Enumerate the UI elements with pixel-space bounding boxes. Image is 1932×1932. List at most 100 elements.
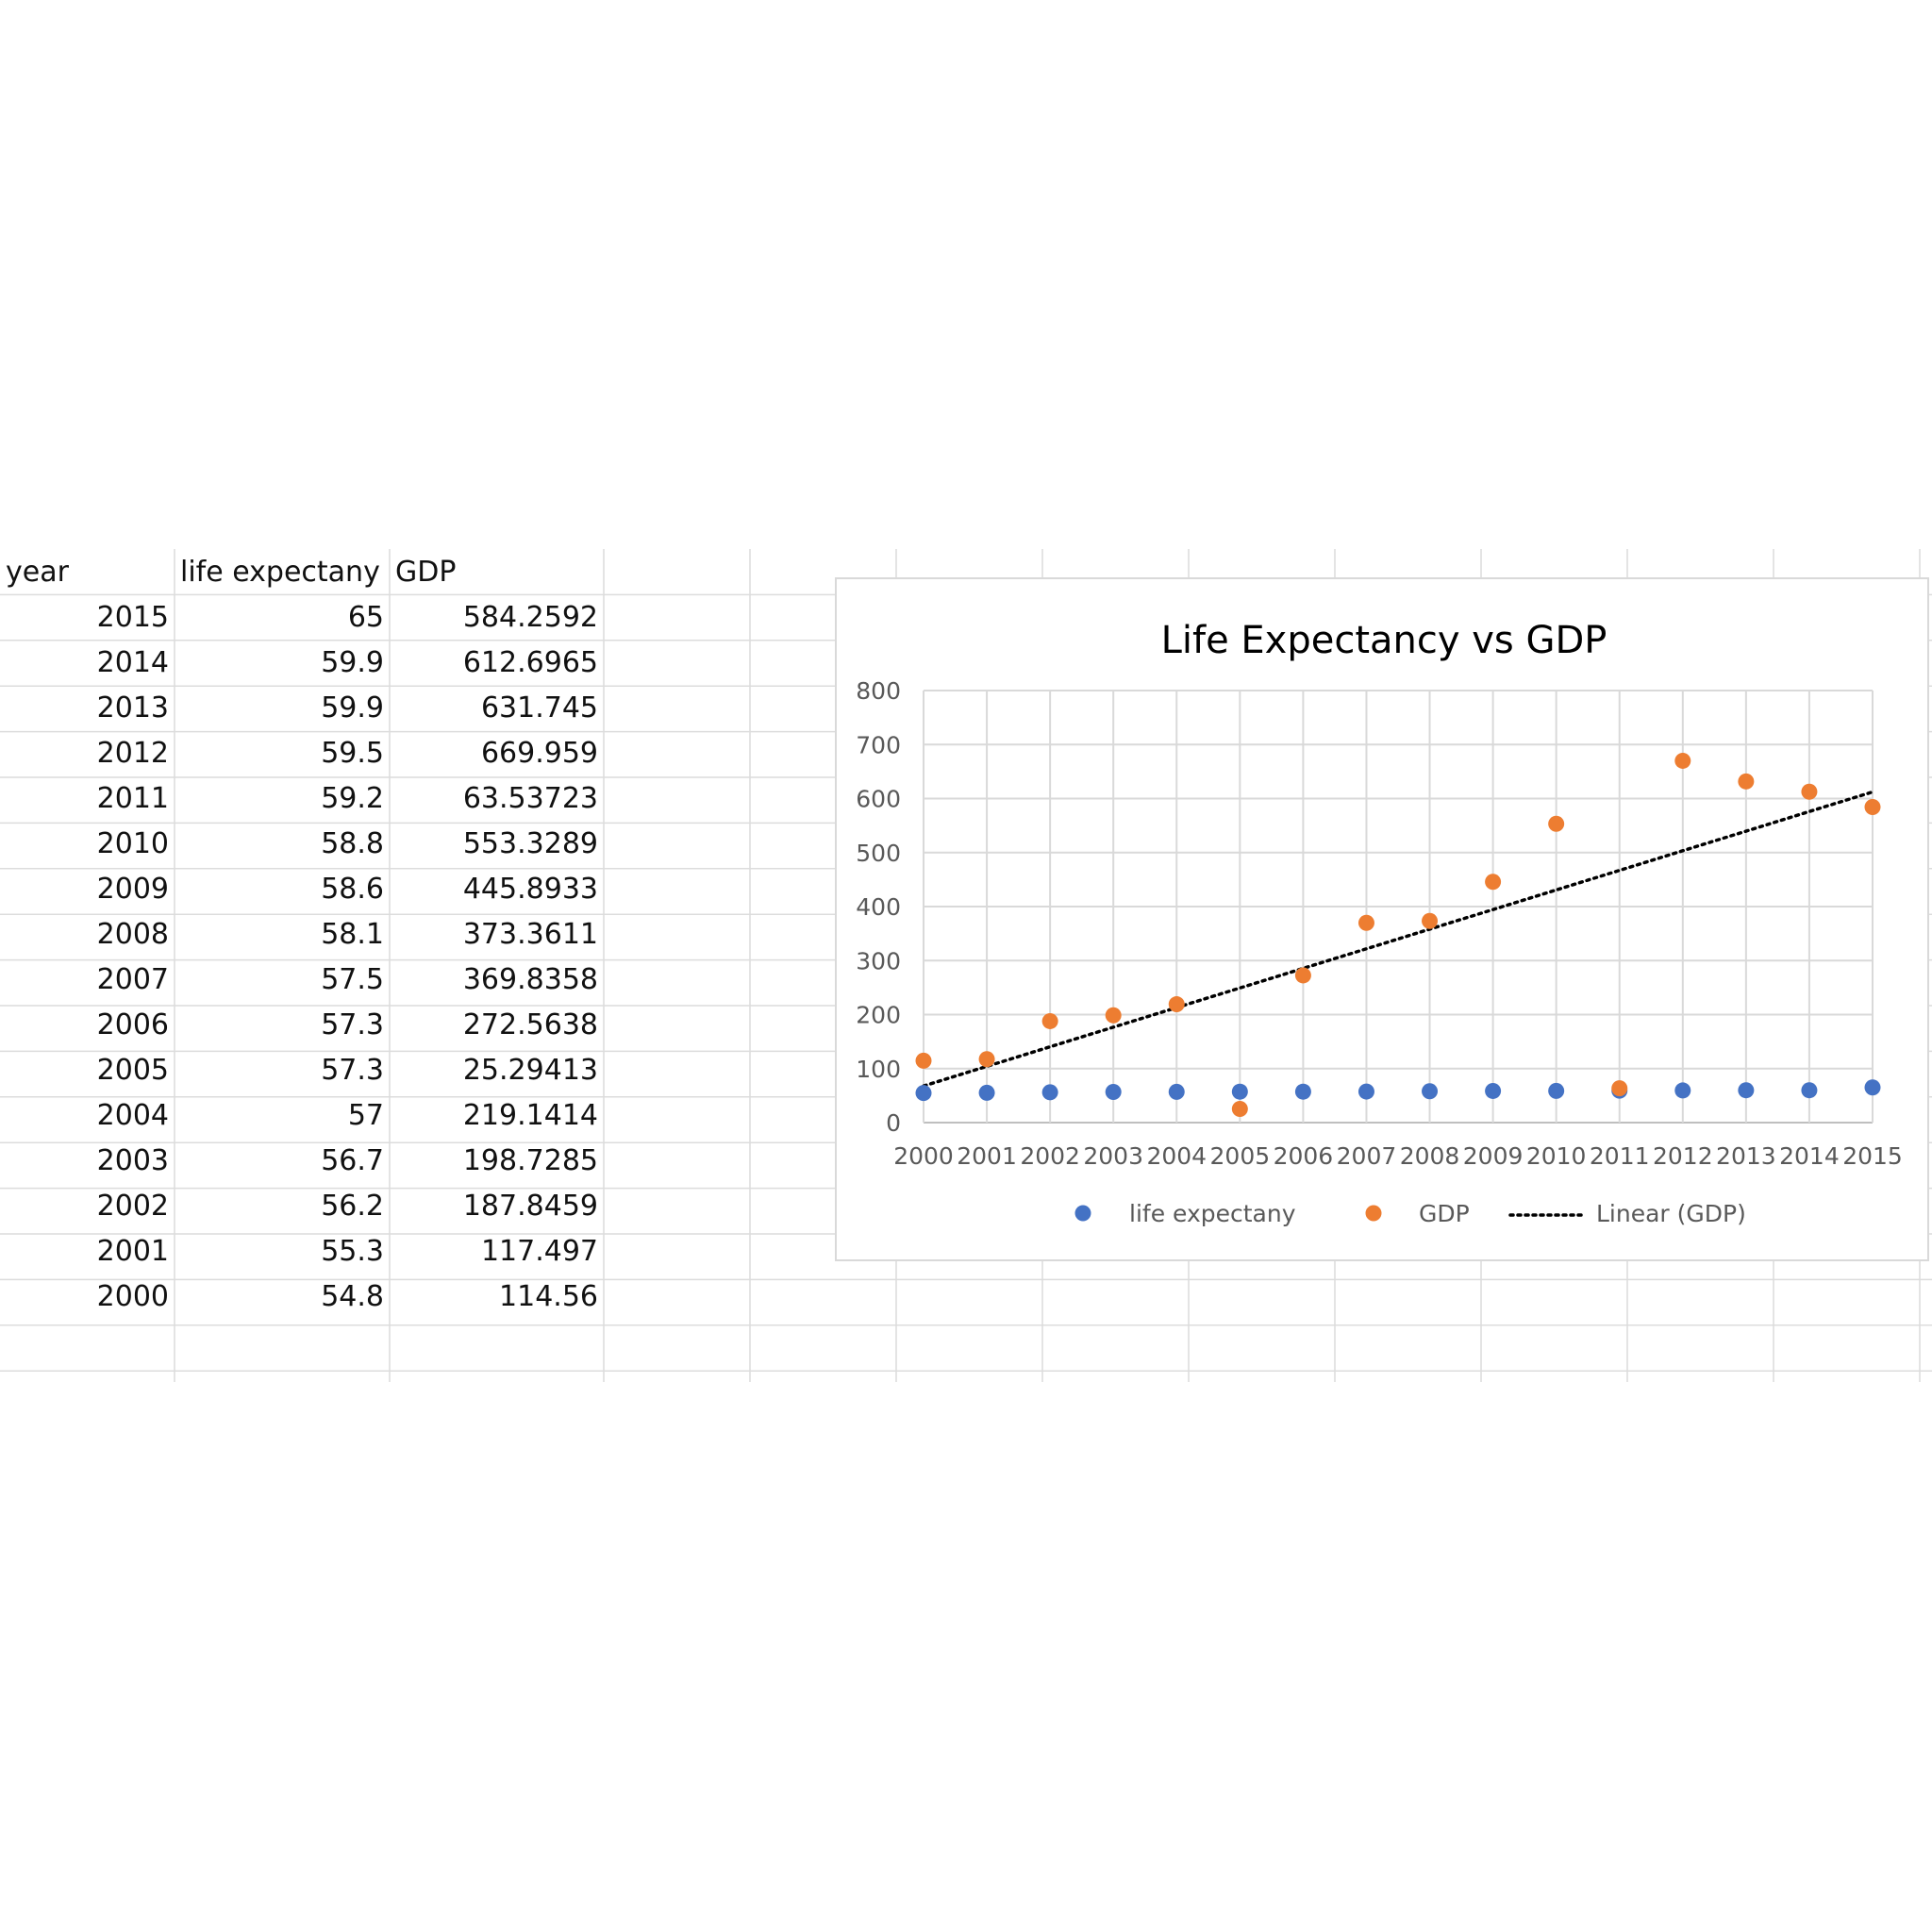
- life-expectancy-point: [1105, 1084, 1122, 1101]
- x-tick-label: 2015: [1842, 1142, 1903, 1170]
- header-life-expectancy[interactable]: life expectany: [180, 555, 380, 589]
- cell-gdp[interactable]: 369.8358: [462, 962, 598, 996]
- gdp-point: [978, 1051, 995, 1068]
- cell-life-expectancy[interactable]: 59.2: [321, 781, 384, 815]
- x-tick-label: 2004: [1146, 1142, 1207, 1170]
- legend-life-expectancy-label: life expectany: [1129, 1200, 1296, 1227]
- y-tick-label: 500: [856, 840, 901, 867]
- x-tick-label: 2013: [1716, 1142, 1776, 1170]
- cell-year[interactable]: 2001: [96, 1234, 169, 1268]
- cell-year[interactable]: 2012: [96, 736, 169, 770]
- header-year[interactable]: year: [6, 555, 69, 589]
- table-row: 2009 58.6 445.8933: [0, 866, 604, 911]
- scatter-chart: Life Expectancy vs GDP 0 100 200 300 400 500 60…: [856, 619, 1903, 1227]
- life-expectancy-point: [1294, 1083, 1311, 1100]
- x-tick-label: 2014: [1779, 1142, 1840, 1170]
- cell-year[interactable]: 2014: [96, 645, 169, 679]
- cell-year[interactable]: 2004: [96, 1098, 169, 1132]
- cell-gdp[interactable]: 631.745: [480, 691, 598, 724]
- header-gdp[interactable]: GDP: [395, 555, 457, 589]
- chart-container[interactable]: Life Expectancy vs GDP 0 100 200 300 400 500 60…: [835, 577, 1929, 1261]
- cell-life-expectancy[interactable]: 59.5: [321, 736, 384, 770]
- cell-gdp[interactable]: 669.959: [480, 736, 598, 770]
- data-table: year life expectany GDP 2015 65 584.2592 20…: [0, 549, 604, 1319]
- table-row: 2010 58.8 553.3289: [0, 821, 604, 866]
- cell-year[interactable]: 2009: [96, 872, 169, 906]
- chart-title: Life Expectancy vs GDP: [1161, 619, 1607, 662]
- cell-year[interactable]: 2006: [96, 1008, 169, 1041]
- gdp-point: [915, 1052, 932, 1069]
- x-tick-label: 2000: [893, 1142, 954, 1170]
- x-tick-label: 2008: [1400, 1142, 1460, 1170]
- cell-year[interactable]: 2011: [96, 781, 169, 815]
- life-expectancy-point: [1864, 1079, 1881, 1096]
- cell-life-expectancy[interactable]: 58.1: [321, 917, 384, 951]
- life-expectancy-point: [1485, 1082, 1502, 1099]
- cell-year[interactable]: 2008: [96, 917, 169, 951]
- cell-life-expectancy[interactable]: 56.2: [321, 1189, 384, 1223]
- cell-gdp[interactable]: 219.1414: [462, 1098, 598, 1132]
- cell-gdp[interactable]: 63.53723: [462, 781, 598, 815]
- cell-gdp[interactable]: 187.8459: [462, 1189, 598, 1223]
- y-tick-label: 200: [856, 1002, 901, 1029]
- table-row: 2006 57.3 272.5638: [0, 1002, 604, 1047]
- cell-life-expectancy[interactable]: 59.9: [321, 691, 384, 724]
- gdp-point: [1422, 912, 1439, 929]
- cell-life-expectancy[interactable]: 59.9: [321, 645, 384, 679]
- cell-life-expectancy[interactable]: 57.3: [321, 1053, 384, 1087]
- life-expectancy-point: [1357, 1083, 1374, 1100]
- cell-gdp[interactable]: 612.6965: [462, 645, 598, 679]
- y-tick-label: 0: [886, 1109, 901, 1137]
- life-expectancy-point: [1422, 1083, 1439, 1100]
- table-row: 2014 59.9 612.6965: [0, 640, 604, 685]
- cell-year[interactable]: 2015: [96, 600, 169, 634]
- life-expectancy-point: [1674, 1082, 1691, 1099]
- cell-year[interactable]: 2003: [96, 1143, 169, 1177]
- life-expectancy-point: [1801, 1082, 1818, 1099]
- gdp-point: [1231, 1101, 1248, 1118]
- cell-life-expectancy[interactable]: 58.8: [321, 826, 384, 860]
- cell-life-expectancy[interactable]: 55.3: [321, 1234, 384, 1268]
- cell-life-expectancy[interactable]: 65: [347, 600, 384, 634]
- cell-year[interactable]: 2013: [96, 691, 169, 724]
- legend-trendline-label: Linear (GDP): [1596, 1200, 1746, 1227]
- cell-life-expectancy[interactable]: 58.6: [321, 872, 384, 906]
- gdp-point: [1738, 773, 1755, 790]
- x-tick-label: 2005: [1210, 1142, 1271, 1170]
- gdp-point: [1485, 874, 1502, 891]
- life-expectancy-point: [1738, 1082, 1755, 1099]
- table-row: 2001 55.3 117.497: [0, 1228, 604, 1274]
- table-row: 2007 57.5 369.8358: [0, 957, 604, 1002]
- cell-life-expectancy[interactable]: 56.7: [321, 1143, 384, 1177]
- x-tick-label: 2007: [1337, 1142, 1397, 1170]
- cell-year[interactable]: 2005: [96, 1053, 169, 1087]
- cell-life-expectancy[interactable]: 54.8: [321, 1279, 384, 1313]
- x-tick-label: 2010: [1526, 1142, 1587, 1170]
- cell-gdp[interactable]: 373.3611: [462, 917, 598, 951]
- gdp-point: [1041, 1012, 1058, 1029]
- cell-gdp[interactable]: 553.3289: [462, 826, 598, 860]
- cell-year[interactable]: 2002: [96, 1189, 169, 1223]
- cell-gdp[interactable]: 445.8933: [462, 872, 598, 906]
- y-tick-label: 100: [856, 1056, 901, 1083]
- table-row: 2004 57 219.1414: [0, 1092, 604, 1138]
- y-tick-label: 800: [856, 677, 901, 705]
- cell-year[interactable]: 2010: [96, 826, 169, 860]
- x-tick-label: 2011: [1590, 1142, 1650, 1170]
- cell-gdp[interactable]: 272.5638: [462, 1008, 598, 1041]
- cell-year[interactable]: 2000: [96, 1279, 169, 1313]
- cell-gdp[interactable]: 117.497: [480, 1234, 598, 1268]
- cell-life-expectancy[interactable]: 57.3: [321, 1008, 384, 1041]
- cell-gdp[interactable]: 198.7285: [462, 1143, 598, 1177]
- x-tick-label: 2002: [1020, 1142, 1080, 1170]
- cell-year[interactable]: 2007: [96, 962, 169, 996]
- cell-gdp[interactable]: 114.56: [499, 1279, 598, 1313]
- gdp-point: [1801, 783, 1818, 800]
- cell-gdp[interactable]: 25.29413: [462, 1053, 598, 1087]
- table-row: 2013 59.9 631.745: [0, 685, 604, 730]
- cell-life-expectancy[interactable]: 57: [347, 1098, 384, 1132]
- gdp-point: [1168, 996, 1185, 1013]
- cell-gdp[interactable]: 584.2592: [462, 600, 598, 634]
- gdp-point: [1674, 752, 1691, 769]
- cell-life-expectancy[interactable]: 57.5: [321, 962, 384, 996]
